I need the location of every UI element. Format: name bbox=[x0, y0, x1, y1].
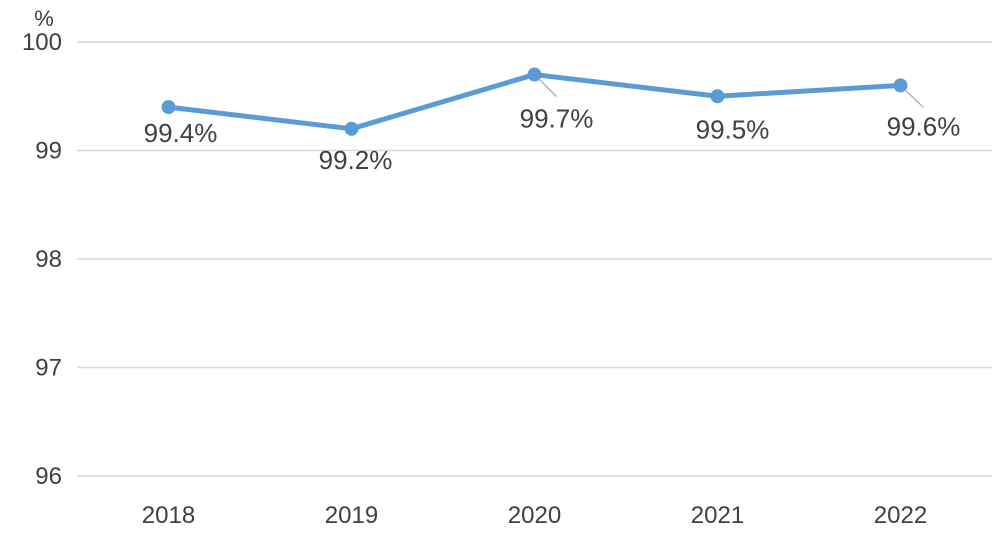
series bbox=[161, 67, 908, 136]
y-axis-unit: % bbox=[34, 6, 54, 31]
y-tick-label: 100 bbox=[22, 29, 62, 56]
y-tick-label: 96 bbox=[35, 463, 62, 490]
y-tick-label: 98 bbox=[35, 246, 62, 273]
data-point-2021 bbox=[710, 89, 725, 104]
data-label-2018: 99.4% bbox=[144, 118, 218, 148]
data-point-2018 bbox=[161, 100, 176, 115]
x-tick-label: 2019 bbox=[325, 502, 378, 529]
data-label-2022: 99.6% bbox=[887, 111, 961, 141]
x-tick-label: 2020 bbox=[508, 502, 561, 529]
y-tick-label: 99 bbox=[35, 138, 62, 165]
x-tick-label: 2022 bbox=[874, 502, 927, 529]
label-leader-line bbox=[904, 88, 924, 108]
data-point-2020 bbox=[527, 67, 542, 82]
x-axis-ticks: 2018 2019 2020 2021 2022 bbox=[142, 502, 927, 529]
data-point-2022 bbox=[893, 78, 908, 93]
data-point-2019 bbox=[344, 121, 359, 136]
data-label-2020: 99.7% bbox=[520, 104, 594, 134]
y-axis-ticks: 96 97 98 99 100 bbox=[22, 29, 62, 490]
gridlines bbox=[77, 41, 992, 477]
label-leader-line bbox=[538, 78, 557, 97]
y-tick-label: 97 bbox=[35, 355, 62, 382]
data-labels: 99.4% 99.2% 99.7% 99.5% 99.6% bbox=[144, 78, 961, 175]
x-tick-label: 2018 bbox=[142, 502, 195, 529]
data-label-2021: 99.5% bbox=[696, 114, 770, 144]
x-tick-label: 2021 bbox=[691, 502, 744, 529]
data-label-2019: 99.2% bbox=[319, 145, 393, 175]
